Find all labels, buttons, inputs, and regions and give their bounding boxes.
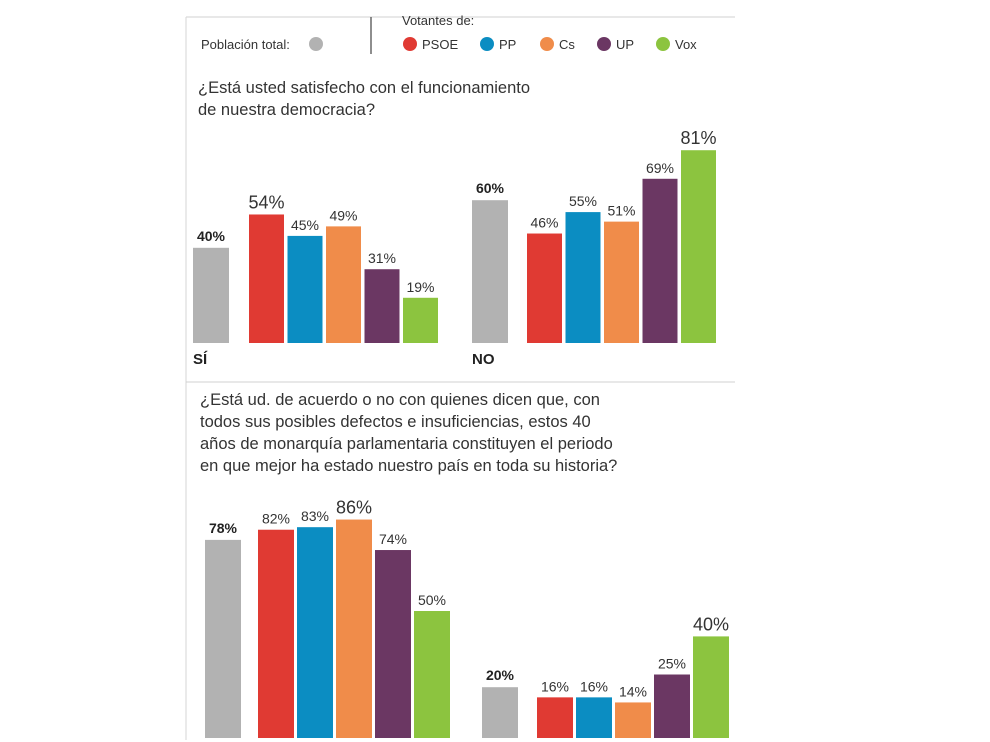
question-2-group-1-total-label: 78% (209, 520, 238, 536)
legend-swatch-up (597, 37, 611, 51)
question-1-group-2-bar-psoe (527, 233, 562, 343)
question-1-group-1-value-psoe: 54% (248, 192, 284, 212)
legend-total-swatch (309, 37, 323, 51)
question-1-group-1-total-bar (193, 247, 229, 343)
question-1-group-2-value-vox: 81% (680, 128, 716, 148)
question-2-group-1-bar-psoe (258, 529, 294, 738)
question-1-group-1-value-up: 31% (368, 250, 396, 266)
question-2-group-2-value-cs: 14% (619, 683, 647, 699)
legend-total-label: Población total: (201, 37, 290, 52)
question-2-group-2-value-up: 25% (658, 656, 686, 672)
question-1-group-1-value-cs: 49% (329, 207, 357, 223)
question-2-group-2-bar-up (654, 674, 690, 738)
question-1-bars: 40% SÍ 54% 45% 49% 31% 19% 60% NO 46% 55% 51% 69% 81% (193, 128, 717, 368)
question-2-bars: 78% 82% 83% 86% 74% 50% 20% 16% 16% 14% 25% 40% (205, 498, 729, 738)
question-1-group-2-bar-pp (565, 212, 601, 343)
question-2-group-2-value-vox: 40% (693, 614, 729, 634)
legend-swatch-psoe (403, 37, 417, 51)
question-1-group-2-bar-up (642, 178, 678, 343)
question-2-group-1-bar-cs (336, 519, 372, 738)
question-1-group-1-bar-cs (326, 226, 361, 343)
legend-label-up: UP (616, 37, 634, 52)
question-1-group-2-total-label: 60% (476, 180, 505, 196)
question-1-group-1-value-pp: 45% (291, 217, 319, 233)
question-2-title: ¿Está ud. de acuerdo o no con quienes di… (200, 391, 617, 475)
legend-voters-label: Votantes de: (402, 13, 474, 28)
legend-party-list: PSOE PP Cs UP Vox (403, 37, 697, 52)
question-1-group-2-category-label: NO (472, 351, 495, 368)
question-2-group-1-value-pp: 83% (301, 508, 329, 524)
question-2-group-1-total-bar (205, 539, 241, 738)
question-2-group-2-total-bar (482, 687, 518, 738)
question-2-group-2-value-pp: 16% (580, 678, 608, 694)
legend-label-cs: Cs (559, 37, 575, 52)
question-1-group-1-value-vox: 19% (406, 279, 434, 295)
question-1-group-2-bar-cs (604, 221, 639, 343)
legend-swatch-vox (656, 37, 670, 51)
question-1-group-2-value-pp: 55% (569, 193, 597, 209)
question-2-group-2-bar-psoe (537, 697, 573, 738)
question-2-group-1-value-cs: 86% (336, 498, 372, 518)
question-2-title-line-2: todos sus posibles defectos e insuficien… (200, 413, 591, 431)
question-2-title-line-4: en que mejor ha estado nuestro país en t… (200, 457, 617, 475)
question-1-group-1-bar-pp (287, 235, 323, 343)
question-1-title-line-2: de nuestra democracia? (198, 101, 375, 119)
question-2-group-2-bar-cs (615, 702, 651, 738)
question-2-title-line-1: ¿Está ud. de acuerdo o no con quienes di… (200, 391, 600, 409)
question-2-group-1-value-up: 74% (379, 531, 407, 547)
question-1-group-2-value-psoe: 46% (530, 215, 558, 231)
question-2-group-2-bar-pp (576, 697, 612, 738)
question-1-group-2-value-cs: 51% (607, 203, 635, 219)
question-1-group-2-total-bar (472, 200, 508, 343)
question-2-group-1-value-psoe: 82% (262, 511, 290, 527)
legend-label-psoe: PSOE (422, 37, 458, 52)
question-2-group-1-bar-up (375, 550, 411, 738)
legend-swatch-cs (540, 37, 554, 51)
question-2-title-line-3: años de monarquía parlamentaria constitu… (200, 435, 613, 453)
legend-swatch-pp (480, 37, 494, 51)
legend-label-pp: PP (499, 37, 516, 52)
question-2-group-1-value-vox: 50% (418, 592, 446, 608)
question-2-group-2-value-psoe: 16% (541, 678, 569, 694)
legend: Población total: Votantes de: PSOE PP Cs UP… (201, 13, 697, 52)
question-1-group-1-total-label: 40% (197, 228, 226, 244)
question-1-title: ¿Está usted satisfecho con el funcionami… (198, 79, 530, 119)
legend-label-vox: Vox (675, 37, 697, 52)
question-1-group-2-value-up: 69% (646, 160, 674, 176)
question-1-group-1-bar-psoe (249, 214, 284, 343)
question-2-group-2-bar-vox (693, 636, 729, 738)
question-1-title-line-1: ¿Está usted satisfecho con el funcionami… (198, 79, 530, 97)
question-1-group-1-bar-vox (403, 297, 438, 343)
question-1-group-1-bar-up (364, 269, 400, 343)
question-2-group-1-bar-vox (414, 611, 450, 738)
question-1-group-2-bar-vox (681, 150, 716, 343)
question-2-group-2-total-label: 20% (486, 667, 515, 683)
question-2-group-1-bar-pp (297, 527, 333, 738)
question-1-group-1-category-label: SÍ (193, 351, 208, 368)
